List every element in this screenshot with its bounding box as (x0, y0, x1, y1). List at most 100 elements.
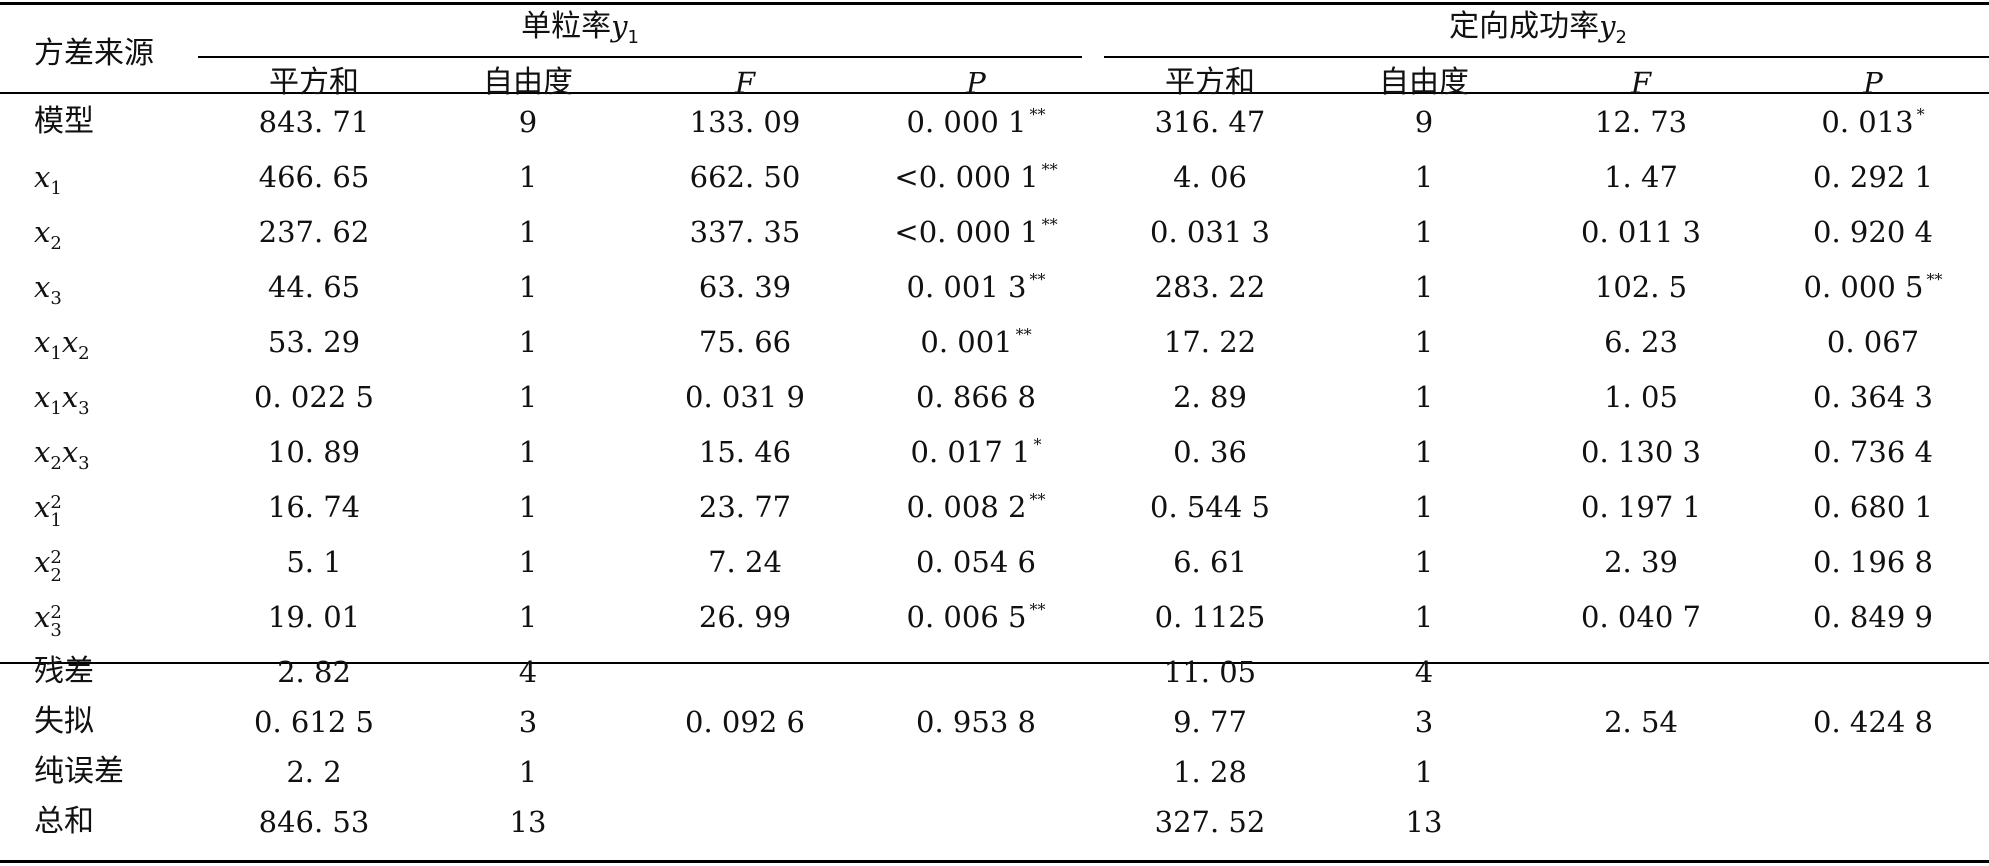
cell-ss-1: 5. 1 (286, 544, 341, 580)
cell-ss-2: 327. 52 (1155, 804, 1266, 840)
table-bottom-rule (0, 860, 1989, 863)
cell-ss-1: 19. 01 (268, 599, 360, 635)
source-sup: 2 (50, 547, 62, 568)
cell-value: 0. 011 3 (1581, 215, 1701, 249)
significance-marker: * (1916, 105, 1925, 124)
source-sub: 3 (50, 620, 62, 641)
cell-value: 4 (1414, 655, 1434, 689)
cell-p-2: 0. 736 4 (1813, 434, 1933, 470)
cell-value: 1 (1414, 545, 1434, 579)
source-var: x (34, 325, 51, 359)
cell-df-1: 1 (519, 269, 537, 305)
cell-df-2: 1 (1415, 544, 1433, 580)
cell-value: 0. 000 1 (906, 105, 1027, 139)
cell-value: 0. 292 1 (1813, 160, 1933, 194)
cell-p-1: 0. 866 8 (916, 379, 1036, 415)
cell-value: 1 (1414, 270, 1434, 304)
cell-value: <0. 000 1 (894, 215, 1039, 249)
cell-value: 1. 47 (1604, 160, 1678, 194)
cell-p-1: <0. 000 1 ** (894, 159, 1057, 200)
cell-ss-1: 237. 62 (259, 214, 370, 250)
group2-underline (1104, 56, 1989, 58)
header-group1-label: 单粒率 (521, 9, 612, 44)
cell-value: 9. 77 (1173, 705, 1247, 739)
cell-value: 1 (1414, 600, 1434, 634)
cell-p-1: 0. 006 5 ** (907, 599, 1046, 640)
header-df-1: 自由度 (483, 65, 573, 100)
cell-value: 0. 953 8 (916, 705, 1036, 739)
cell-p-2: 0. 067 (1827, 324, 1919, 360)
header-group1-var: y (611, 9, 628, 43)
cell-value: 1 (518, 490, 538, 524)
cell-p-1: 0. 000 1 ** (907, 104, 1046, 145)
cell-value: 1. 05 (1604, 380, 1678, 414)
cell-p-2: 0. 196 8 (1813, 544, 1933, 580)
source-sub-2: 3 (78, 398, 90, 419)
significance-marker: ** (1015, 325, 1032, 344)
cell-value: 0. 197 1 (1581, 490, 1701, 524)
cell-df-2: 1 (1415, 489, 1433, 525)
cell-value: 0. 022 5 (254, 380, 374, 414)
header-source: 方差来源 (34, 36, 154, 71)
cell-value: 9 (518, 105, 538, 139)
cell-value: 1 (518, 545, 538, 579)
cell-value: 0. 017 1 (910, 435, 1031, 469)
cell-df-1: 1 (519, 544, 537, 580)
cell-ss-2: 11. 05 (1164, 654, 1256, 690)
cell-value: 0. 849 9 (1813, 600, 1933, 634)
cell-ss-1: 53. 29 (268, 324, 360, 360)
cell-df-2: 9 (1415, 104, 1433, 140)
source-sub: 1 (50, 398, 62, 419)
source-var: x (34, 270, 51, 304)
source-sub: 2 (50, 453, 62, 474)
cell-value: 1 (518, 325, 538, 359)
cell-f-2: 0. 040 7 (1581, 599, 1701, 635)
cell-value: 12. 73 (1594, 105, 1688, 139)
header-group1-sub: 1 (627, 27, 639, 48)
cell-p-1: 0. 001 ** (920, 324, 1031, 365)
cell-value: 2. 39 (1604, 545, 1678, 579)
source-sub: 1 (50, 510, 62, 531)
source-var: x (34, 380, 51, 414)
cell-ss-1: 0. 022 5 (254, 379, 374, 415)
cell-value: 327. 52 (1154, 805, 1266, 839)
cell-value: 0. 031 9 (685, 380, 805, 414)
cell-ss-2: 0. 1125 (1155, 599, 1266, 635)
cell-value: 13 (509, 805, 547, 839)
cell-p-1: 0. 953 8 (916, 704, 1036, 740)
header-ss-2: 平方和 (1165, 65, 1255, 100)
cell-value: 0. 680 1 (1813, 490, 1933, 524)
cell-f-1: 15. 46 (699, 434, 791, 470)
cell-value: 0. 013 (1821, 105, 1914, 139)
source-var: x (34, 215, 51, 249)
significance-marker: ** (1029, 105, 1046, 124)
cell-value: 0. 008 2 (906, 490, 1027, 524)
header-bottom-rule (0, 92, 1989, 94)
cell-f-1: 337. 35 (690, 214, 801, 250)
cell-f-1: 0. 092 6 (685, 704, 805, 740)
cell-value: 23. 77 (698, 490, 792, 524)
cell-value: 466. 65 (258, 160, 370, 194)
cell-value: 0. 001 3 (906, 270, 1027, 304)
cell-value: 0. 000 5 (1803, 270, 1924, 304)
cell-value: 0. 612 5 (254, 705, 374, 739)
cell-ss-2: 316. 47 (1155, 104, 1266, 140)
significance-marker: ** (1029, 600, 1046, 619)
cell-df-1: 3 (519, 704, 537, 740)
cell-df-1: 1 (519, 434, 537, 470)
cell-source: 残差 (34, 654, 94, 689)
cell-df-2: 1 (1415, 379, 1433, 415)
significance-marker: ** (1041, 215, 1058, 234)
source-sub: 1 (50, 178, 62, 199)
cell-value: 1 (1414, 755, 1434, 789)
cell-f-2: 2. 39 (1604, 544, 1678, 580)
cell-df-1: 4 (519, 654, 537, 690)
cell-ss-2: 0. 031 3 (1150, 214, 1270, 250)
source-sub: 2 (50, 233, 62, 254)
cell-source: 总和 (34, 804, 94, 839)
significance-marker: ** (1041, 160, 1058, 179)
cell-value: 283. 22 (1154, 270, 1266, 304)
